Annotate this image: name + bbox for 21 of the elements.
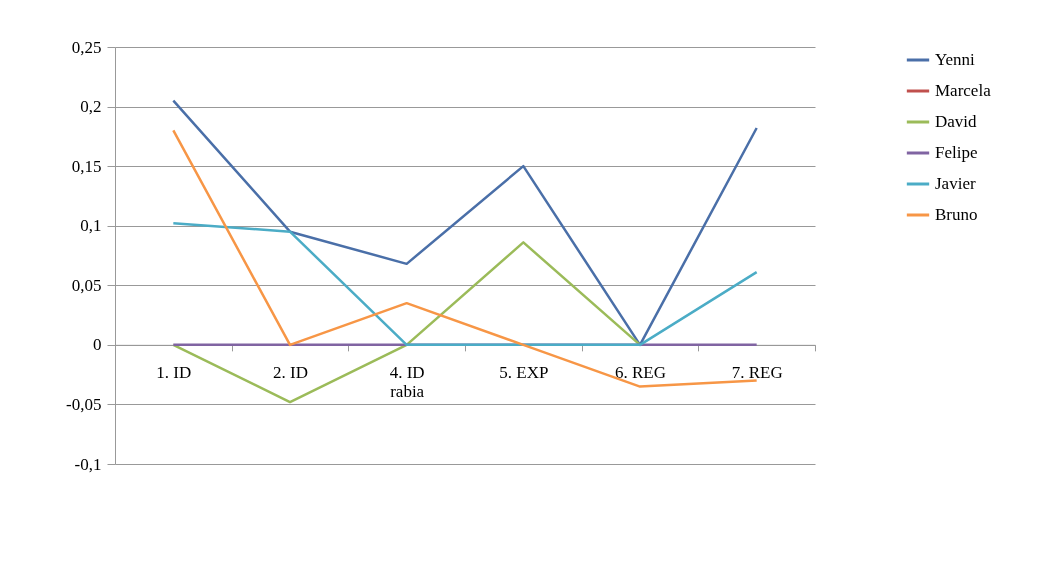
x-tick-label: 6. REG — [615, 363, 666, 383]
legend-label: Marcela — [935, 81, 992, 100]
y-tick-label: 0,05 — [71, 275, 102, 295]
y-tick-label: 0,25 — [71, 37, 102, 57]
legend-label: Yenni — [935, 50, 976, 69]
line-series — [172, 222, 758, 347]
x-tick-label: 2. ID — [273, 363, 308, 383]
legend-label: Felipe — [935, 143, 978, 162]
y-tick-label: -0,1 — [74, 454, 102, 474]
y-tick-label: 0,2 — [80, 97, 102, 117]
y-tick-label: 0,1 — [80, 216, 102, 236]
legend-label: Bruno — [935, 205, 978, 224]
x-tick-label: 5. EXP — [499, 363, 549, 383]
y-tick-label: 0,15 — [71, 156, 102, 176]
x-tick-label: 4. ID rabia — [389, 363, 425, 402]
x-tick-label: 7. REG — [731, 363, 783, 383]
y-tick-label: -0,05 — [66, 394, 102, 414]
y-tick-label: 0 — [93, 335, 102, 355]
x-tick-label: 1. ID — [156, 363, 192, 383]
legend-label: Javier — [935, 174, 976, 193]
legend-label: David — [935, 112, 978, 131]
